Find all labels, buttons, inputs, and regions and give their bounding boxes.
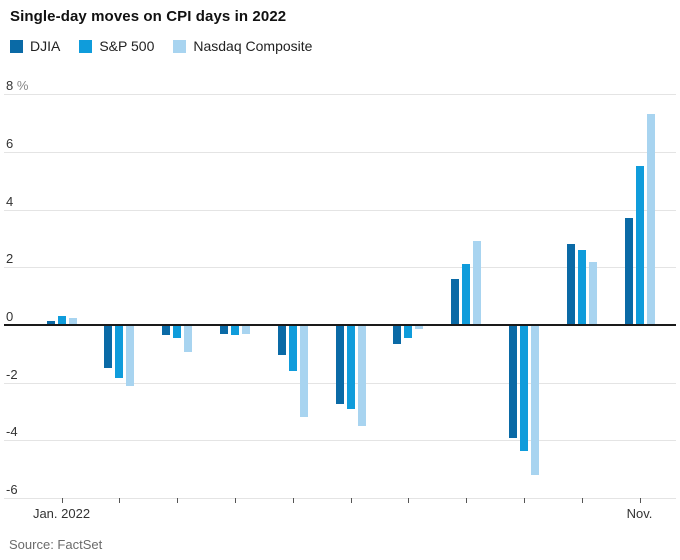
legend-swatch-nasdaq	[173, 39, 187, 53]
x-tick	[292, 498, 294, 504]
bar-nasdaqcomposite	[299, 325, 308, 418]
bar-djia	[219, 325, 228, 334]
y-tick-label: 6	[6, 135, 14, 151]
bar-nasdaqcomposite	[530, 325, 539, 476]
y-tick-label: -6	[6, 482, 18, 498]
gridline	[4, 209, 676, 211]
legend-label-djia: DJIA	[30, 38, 61, 54]
legend-item-nasdaq: Nasdaq Composite	[173, 38, 312, 54]
legend-item-sp500: S&P 500	[79, 38, 154, 54]
zero-line	[4, 324, 676, 326]
y-tick-label: 0	[6, 309, 14, 324]
x-tick	[119, 498, 121, 504]
legend-item-djia: DJIA	[10, 38, 60, 54]
bar-nasdaqcomposite	[184, 325, 193, 353]
y-tick-label: 4	[6, 193, 14, 209]
bar-djia	[393, 325, 402, 344]
y-unit-label: %	[13, 78, 29, 94]
x-tick	[61, 498, 63, 504]
bar-djia	[104, 325, 113, 369]
source-note: Source: FactSet	[9, 537, 103, 552]
bar-djia	[335, 325, 344, 405]
x-tick	[523, 498, 525, 504]
bar-sp500	[288, 325, 297, 372]
bar-sp500	[230, 325, 239, 336]
bar-nasdaqcomposite	[588, 261, 597, 325]
gridline	[4, 498, 676, 500]
gridline	[4, 151, 676, 153]
bar-sp500	[462, 264, 471, 325]
bar-sp500	[519, 325, 528, 451]
x-tick	[350, 498, 352, 504]
legend-label-nasdaq: Nasdaq Composite	[193, 38, 313, 54]
bar-djia	[46, 320, 55, 325]
chart-title: Single-day moves on CPI days in 2022	[10, 8, 287, 25]
y-tick-label: -4	[6, 424, 18, 440]
bar-nasdaqcomposite	[415, 325, 424, 330]
bar-sp500	[404, 325, 413, 338]
bar-nasdaqcomposite	[241, 325, 250, 334]
bar-djia	[162, 325, 171, 336]
y-tick-label: -2	[6, 366, 18, 382]
x-axis-label: Nov.	[626, 506, 653, 522]
x-tick	[408, 498, 410, 504]
bar-nasdaqcomposite	[126, 325, 135, 386]
bar-nasdaqcomposite	[68, 317, 77, 325]
x-tick	[177, 498, 179, 504]
legend-swatch-sp500	[79, 39, 93, 53]
bar-djia	[566, 244, 575, 325]
gridline	[4, 94, 676, 96]
gridline	[4, 267, 676, 269]
x-axis-label: Jan. 2022	[32, 506, 91, 522]
bar-sp500	[346, 325, 355, 409]
bar-sp500	[577, 249, 586, 325]
x-tick	[581, 498, 583, 504]
bar-djia	[508, 325, 517, 438]
bar-nasdaqcomposite	[646, 114, 655, 325]
bar-sp500	[57, 316, 66, 325]
legend-label-sp500: S&P 500	[99, 38, 155, 54]
bar-sp500	[173, 325, 182, 338]
bar-djia	[451, 278, 460, 325]
bar-djia	[624, 218, 633, 325]
legend: DJIA S&P 500 Nasdaq Composite	[10, 38, 312, 54]
gridline	[4, 440, 676, 442]
bar-sp500	[635, 166, 644, 325]
bar-nasdaqcomposite	[473, 241, 482, 325]
x-tick	[639, 498, 641, 504]
bar-nasdaqcomposite	[357, 325, 366, 426]
bar-sp500	[115, 325, 124, 379]
bar-djia	[277, 325, 286, 356]
legend-swatch-djia	[10, 39, 23, 53]
y-tick-label: 8 %	[6, 78, 29, 94]
x-tick	[466, 498, 468, 504]
x-tick	[234, 498, 236, 504]
y-tick-label: 2	[6, 251, 14, 267]
